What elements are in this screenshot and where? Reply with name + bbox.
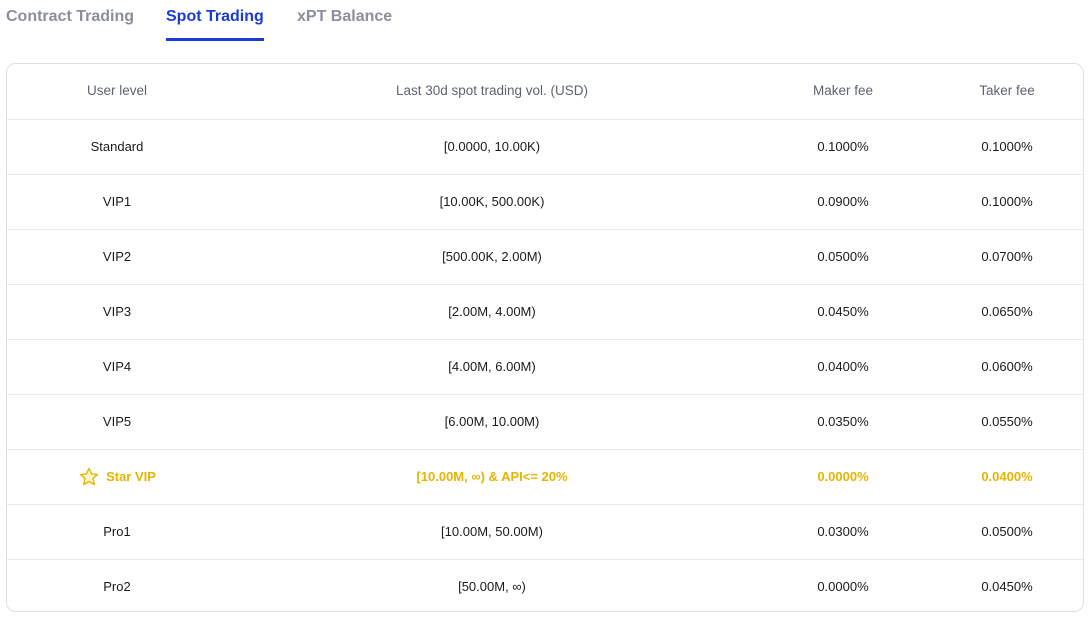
taker-fee: 0.0400% [981,469,1033,484]
maker-fee: 0.0000% [817,579,869,594]
taker-fee: 0.0600% [981,359,1033,374]
user-level: Pro2 [103,579,131,594]
taker-fee: 0.1000% [981,139,1033,154]
taker-fee: 0.0500% [981,524,1033,539]
maker-fee: 0.0900% [817,194,869,209]
user-level: VIP4 [102,359,132,374]
taker-fee: 0.0450% [981,579,1033,594]
maker-fee: 0.0350% [817,414,869,429]
trading-volume: [10.00M, ∞) & API<= 20% [416,469,568,484]
trading-volume: [10.00K, 500.00K) [439,194,545,209]
header-user-level: User level [86,83,148,98]
trading-volume: [10.00M, 50.00M) [441,524,543,539]
table-row: VIP5 [6.00M, 10.00M) 0.0350% 0.0550% [7,394,1083,449]
user-level: VIP2 [102,249,132,264]
taker-fee: 0.0650% [981,304,1033,319]
table-row-star-vip: Star VIP [10.00M, ∞) & API<= 20% 0.0000%… [7,449,1083,504]
maker-fee: 0.0000% [817,469,869,484]
trading-volume: [6.00M, 10.00M) [444,414,540,429]
table-row: VIP4 [4.00M, 6.00M) 0.0400% 0.0600% [7,339,1083,394]
maker-fee: 0.0450% [817,304,869,319]
taker-fee: 0.0700% [981,249,1033,264]
taker-fee: 0.1000% [981,194,1033,209]
tab-spot-trading[interactable]: Spot Trading [166,8,264,42]
table-row: VIP1 [10.00K, 500.00K) 0.0900% 0.1000% [7,174,1083,229]
user-level: VIP3 [102,304,132,319]
table-row: VIP3 [2.00M, 4.00M) 0.0450% 0.0650% [7,284,1083,339]
taker-fee: 0.0550% [981,414,1033,429]
table-row: Pro1 [10.00M, 50.00M) 0.0300% 0.0500% [7,504,1083,559]
user-level-label: Star VIP [106,469,156,484]
fee-table: User level Last 30d spot trading vol. (U… [6,63,1084,612]
header-maker-fee: Maker fee [812,83,874,98]
user-level: VIP5 [102,414,132,429]
user-level: Pro1 [103,524,131,539]
maker-fee: 0.0300% [817,524,869,539]
user-level: VIP1 [102,194,132,209]
tab-contract-trading[interactable]: Contract Trading [6,8,135,25]
tab-xpt-balance[interactable]: xPT Balance [297,8,393,25]
star-icon [78,466,100,488]
trading-volume: [2.00M, 4.00M) [448,304,536,319]
table-row: Pro2 [50.00M, ∞) 0.0000% 0.0450% [7,559,1083,611]
table-row: VIP2 [500.00K, 2.00M) 0.0500% 0.0700% [7,229,1083,284]
user-level: Star VIP [7,450,227,504]
table-row: Standard [0.0000, 10.00K) 0.1000% 0.1000… [7,119,1083,174]
maker-fee: 0.0500% [817,249,869,264]
trading-volume: [0.0000, 10.00K) [443,139,541,154]
trading-volume: [50.00M, ∞) [458,579,526,594]
header-trading-volume: Last 30d spot trading vol. (USD) [395,83,589,98]
maker-fee: 0.0400% [817,359,869,374]
table-header: User level Last 30d spot trading vol. (U… [7,64,1083,119]
trading-volume: [500.00K, 2.00M) [442,249,542,264]
user-level: Standard [90,139,144,154]
header-taker-fee: Taker fee [979,83,1035,98]
maker-fee: 0.1000% [817,139,869,154]
trading-volume: [4.00M, 6.00M) [448,359,536,374]
